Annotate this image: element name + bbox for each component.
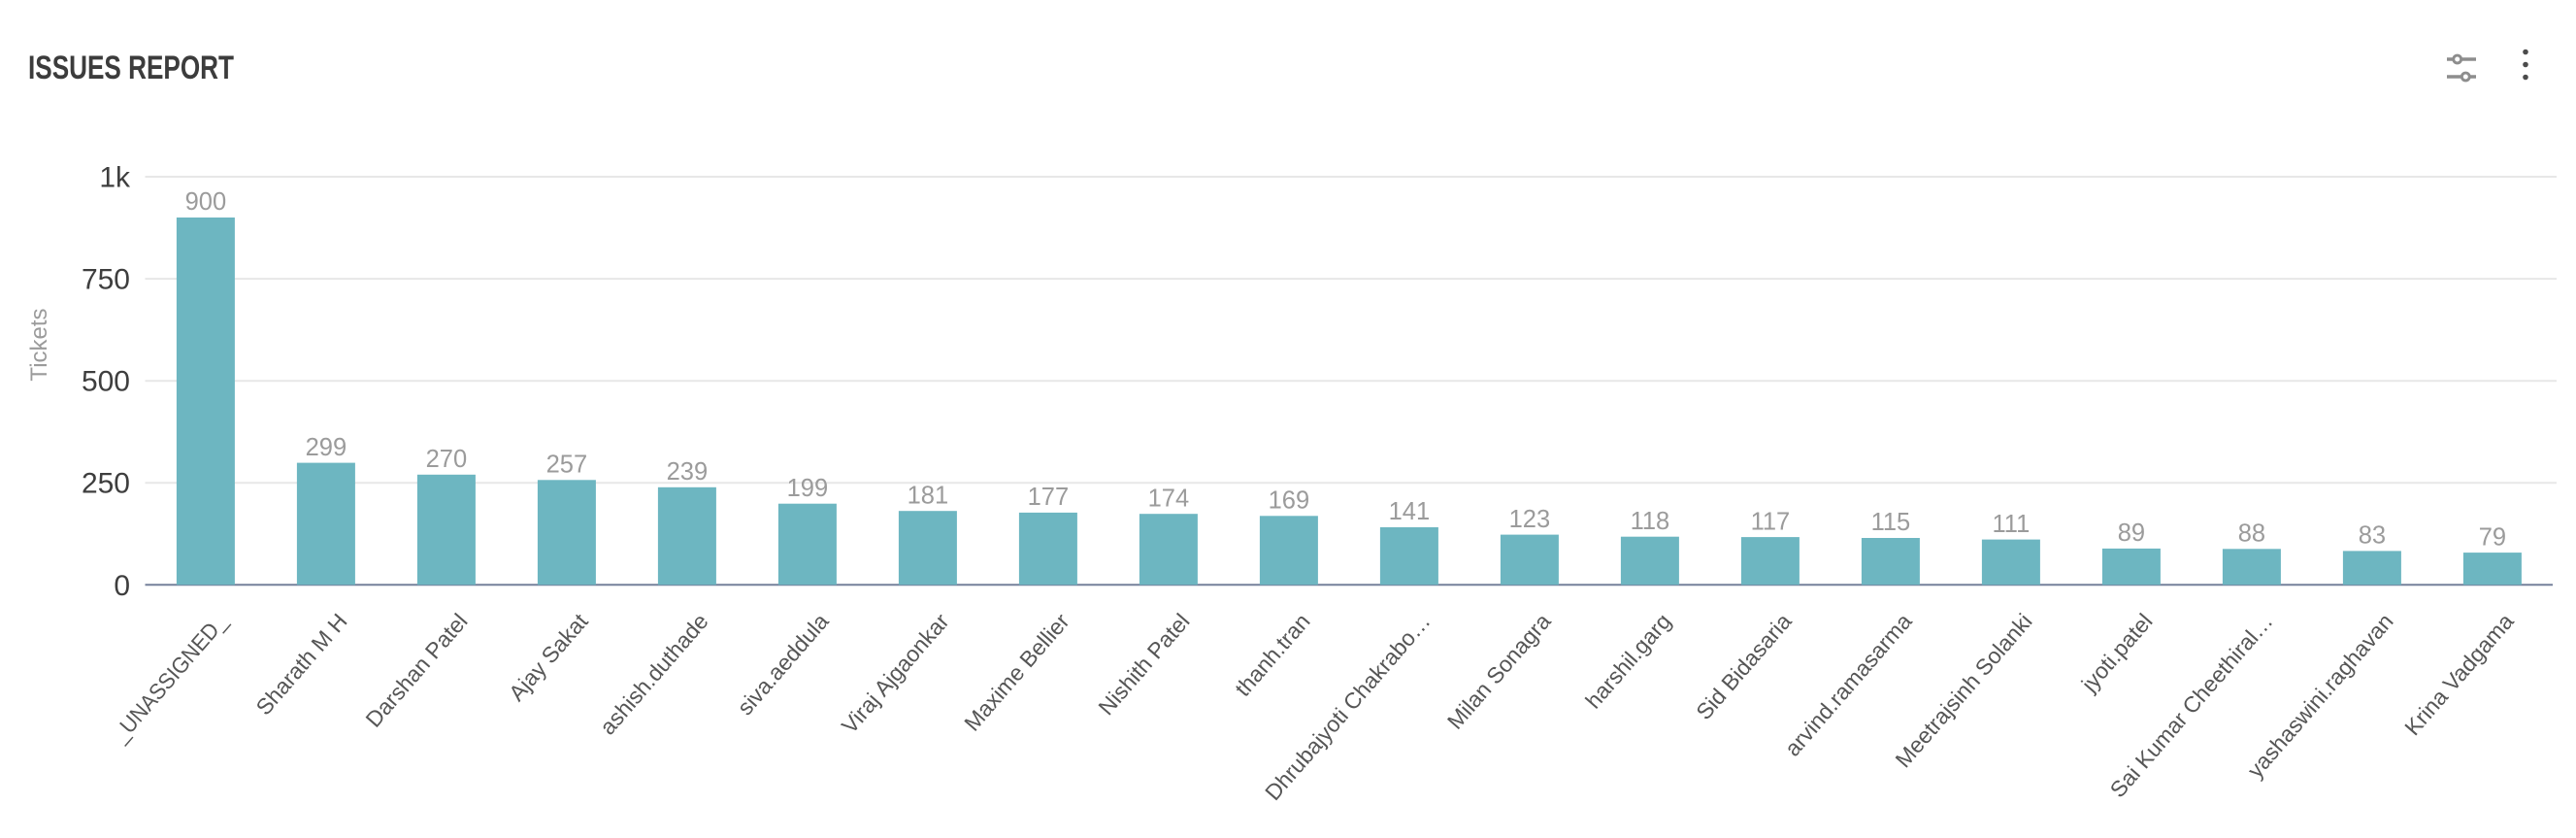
- svg-text:177: 177: [1028, 484, 1070, 511]
- svg-text:Tickets: Tickets: [26, 308, 52, 381]
- svg-text:750: 750: [82, 264, 130, 296]
- svg-text:79: 79: [2479, 523, 2506, 551]
- svg-text:900: 900: [185, 188, 227, 216]
- svg-text:257: 257: [546, 452, 588, 479]
- svg-text:88: 88: [2238, 520, 2265, 548]
- svg-text:117: 117: [1751, 508, 1791, 535]
- svg-text:169: 169: [1269, 487, 1310, 515]
- svg-text:118: 118: [1631, 508, 1670, 535]
- svg-text:83: 83: [2359, 522, 2386, 550]
- svg-text:111: 111: [1993, 511, 2031, 538]
- svg-text:250: 250: [82, 468, 130, 500]
- svg-text:115: 115: [1871, 509, 1911, 536]
- svg-text:239: 239: [667, 458, 709, 486]
- svg-text:174: 174: [1148, 485, 1190, 512]
- svg-text:270: 270: [426, 446, 468, 473]
- svg-text:123: 123: [1509, 506, 1551, 533]
- svg-text:1k: 1k: [99, 162, 131, 194]
- svg-text:181: 181: [908, 482, 949, 509]
- svg-text:0: 0: [114, 570, 130, 602]
- svg-text:299: 299: [306, 434, 347, 461]
- svg-text:ISSUES REPORT: ISSUES REPORT: [28, 50, 234, 86]
- svg-text:199: 199: [787, 475, 829, 502]
- svg-text:141: 141: [1389, 498, 1431, 525]
- svg-text:500: 500: [82, 366, 130, 398]
- svg-text:89: 89: [2118, 520, 2145, 547]
